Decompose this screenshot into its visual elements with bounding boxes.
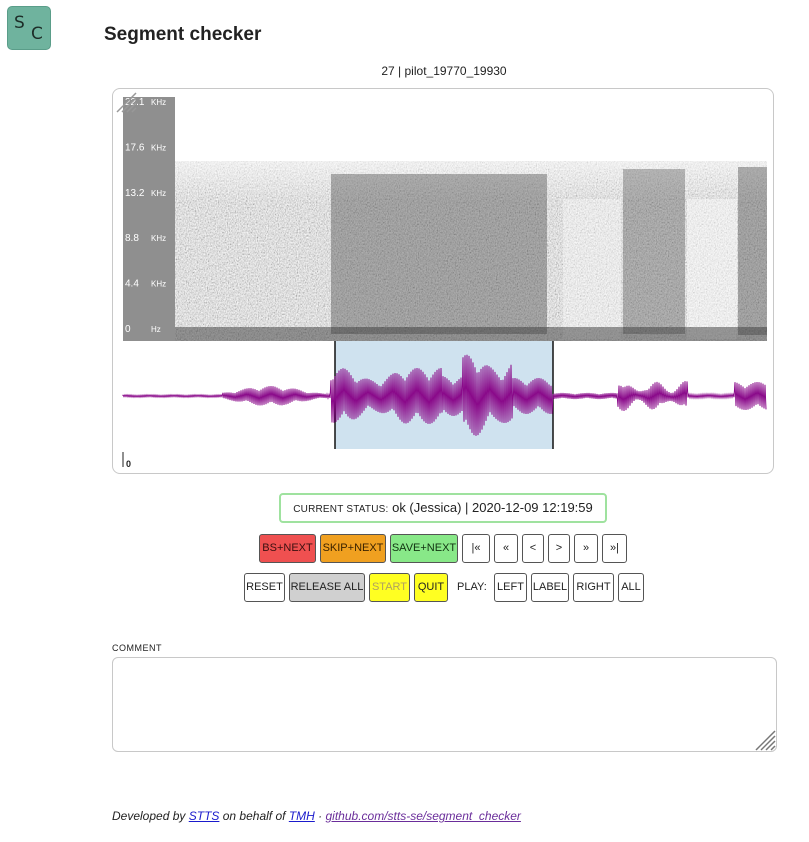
frequency-label-value: 17.6 bbox=[125, 142, 145, 153]
frequency-label-value: 8.8 bbox=[125, 233, 139, 244]
frequency-label-unit: KHz bbox=[151, 143, 166, 152]
audio-viewer[interactable]: 22.1 KHz 17.6 KHz 13.2 KHz 8.8 KHz 4.4 KHz 0 Hz 0 bbox=[112, 88, 774, 474]
next-button[interactable]: > bbox=[548, 534, 570, 563]
current-status: Current status: ok (Jessica) | 2020-12-0… bbox=[279, 493, 607, 523]
page-title: Segment checker bbox=[104, 24, 262, 45]
tmh-link[interactable]: TMH bbox=[288, 809, 315, 823]
frequency-label-unit: KHz bbox=[151, 189, 166, 198]
play-label-button[interactable]: LABEL bbox=[531, 573, 569, 602]
quit-button[interactable]: QUIT bbox=[414, 573, 448, 602]
footer-prefix: Developed by bbox=[112, 809, 186, 823]
last-button[interactable]: »| bbox=[602, 534, 627, 563]
app-logo: S C bbox=[7, 6, 51, 50]
stts-link[interactable]: STTS bbox=[188, 809, 220, 823]
audio-visualization[interactable]: 22.1 KHz 17.6 KHz 13.2 KHz 8.8 KHz 4.4 KHz 0 Hz 0 bbox=[113, 89, 774, 474]
logo-letter-c: C bbox=[31, 24, 43, 44]
time-zero-label: 0 bbox=[126, 459, 131, 469]
frequency-axis bbox=[123, 97, 175, 341]
footer-middle: on behalf of bbox=[222, 809, 286, 823]
waveform bbox=[122, 354, 767, 436]
next-fast-button[interactable]: » bbox=[574, 534, 598, 563]
frequency-label-unit: KHz bbox=[151, 234, 166, 243]
waveform-area[interactable] bbox=[122, 341, 767, 449]
comment-label: COMMENT bbox=[112, 643, 162, 653]
status-label: Current status: bbox=[293, 504, 389, 515]
bs-next-button[interactable]: BS+NEXT bbox=[259, 534, 316, 563]
resize-grip-icon[interactable] bbox=[113, 89, 137, 113]
start-button[interactable]: START bbox=[369, 573, 410, 602]
reset-button[interactable]: RESET bbox=[244, 573, 285, 602]
repo-link[interactable]: github.com/stts-se/segment_checker bbox=[325, 809, 521, 823]
save-next-button[interactable]: SAVE+NEXT bbox=[390, 534, 458, 563]
play-left-button[interactable]: LEFT bbox=[494, 573, 527, 602]
prev-button[interactable]: < bbox=[522, 534, 544, 563]
frequency-label-value: 0 bbox=[125, 324, 131, 335]
play-label: PLAY: bbox=[457, 581, 487, 593]
frequency-label-unit: KHz bbox=[151, 280, 166, 289]
segment-id: 27 | pilot_19770_19930 bbox=[381, 64, 507, 78]
skip-next-button[interactable]: SKIP+NEXT bbox=[320, 534, 386, 563]
status-value: ok (Jessica) | 2020-12-09 12:19:59 bbox=[392, 500, 593, 515]
release-all-button[interactable]: RELEASE ALL bbox=[289, 573, 365, 602]
logo-letter-s: S bbox=[14, 13, 25, 33]
frequency-label-unit: KHz bbox=[151, 98, 166, 107]
first-button[interactable]: |« bbox=[462, 534, 490, 563]
comment-field[interactable] bbox=[112, 657, 777, 752]
frequency-label-value: 13.2 bbox=[125, 188, 145, 199]
frequency-labels: 22.1 KHz 17.6 KHz 13.2 KHz 8.8 KHz 4.4 KHz 0 Hz bbox=[125, 97, 166, 335]
prev-fast-button[interactable]: « bbox=[494, 534, 518, 563]
frequency-label-value: 4.4 bbox=[125, 279, 139, 290]
play-all-button[interactable]: ALL bbox=[618, 573, 644, 602]
spectrogram[interactable]: 22.1 KHz 17.6 KHz 13.2 KHz 8.8 KHz 4.4 KHz 0 Hz bbox=[123, 97, 767, 341]
footer: Developed by STTS on behalf of TMH · git… bbox=[112, 809, 521, 823]
frequency-label-value: 22.1 bbox=[125, 97, 145, 108]
footer-separator: · bbox=[318, 809, 323, 823]
frequency-label-unit: Hz bbox=[151, 325, 161, 334]
play-right-button[interactable]: RIGHT bbox=[573, 573, 614, 602]
